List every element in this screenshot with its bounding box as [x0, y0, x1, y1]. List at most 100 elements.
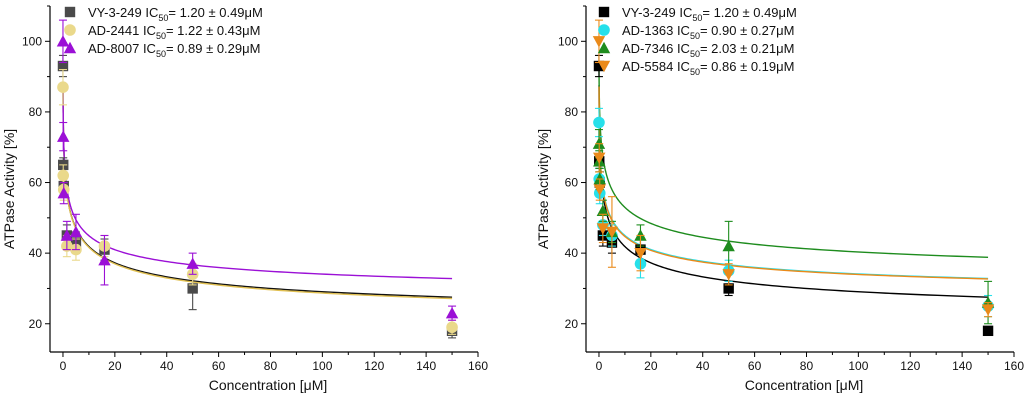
legend-ic-label: IC — [677, 23, 690, 38]
legend-series-name: AD-2441 — [88, 23, 139, 38]
legend-ic-label: IC — [145, 5, 158, 20]
data-point-vy-3-249 — [187, 283, 198, 294]
legend-label: AD-2441 IC50= 1.22 ± 0.43μM — [88, 23, 260, 41]
legend-ic-label: IC — [677, 59, 690, 74]
data-point-vy-3-249 — [593, 60, 605, 72]
y-tick-label: 40 — [565, 246, 579, 260]
data-point-ad-8007 — [445, 306, 459, 319]
fit-curve-ad-2441 — [62, 85, 453, 300]
y-tick-label: 40 — [29, 246, 43, 260]
fit-curve-ad-8007 — [62, 86, 453, 280]
legend-ic50-value: = 0.86 ± 0.19μM — [700, 59, 795, 74]
data-point-ad-8007 — [98, 254, 111, 266]
x-tick-label: 100 — [312, 359, 332, 373]
x-tick-label: 160 — [1004, 359, 1024, 373]
data-point-ad-8007 — [60, 229, 74, 241]
legend-label: AD-8007 IC50= 0.89 ± 0.29μM — [88, 41, 260, 59]
chart-left: 0 20 40 60 80 100 120 140 160 20 40 60 80 100 Concentr… — [1, 5, 488, 393]
legend-label: AD-1363 IC50= 0.90 ± 0.27μM — [622, 23, 794, 41]
fit-curve-ad-1363 — [598, 85, 989, 280]
data-point-ad-7346 — [722, 239, 735, 252]
y-tick-label: 20 — [29, 317, 43, 331]
data-point-ad-5584 — [593, 184, 606, 196]
x-tick-label: 140 — [952, 359, 972, 373]
legend-marker-ad-2441 — [64, 24, 76, 36]
data-point-ad-1363 — [593, 116, 605, 129]
y-tick-label: 80 — [565, 105, 579, 119]
y-tick-label: 60 — [29, 176, 43, 190]
legend-ic-subscript: 50 — [692, 13, 702, 23]
legend-ic-label: IC — [143, 23, 156, 38]
data-point-ad-5584 — [605, 226, 619, 239]
y-tick-label: 20 — [565, 317, 579, 331]
data-point-vy-3-249 — [723, 283, 734, 294]
data-point-ad-2441 — [57, 169, 70, 182]
data-point-ad-5584 — [593, 152, 606, 165]
x-tick-label: 40 — [160, 359, 174, 373]
y-axis-title: ATPase Activity [%] — [535, 129, 551, 249]
x-tick-label: 20 — [108, 359, 122, 373]
legend-ic-subscript: 50 — [156, 49, 166, 59]
legend-marker-ad-5584 — [597, 60, 611, 73]
y-axis-title: ATPase Activity [%] — [1, 129, 17, 249]
legend-ic50-value: = 1.22 ± 0.43μM — [166, 23, 261, 38]
y-tick-label: 60 — [565, 176, 579, 190]
legend-series-name: VY-3-249 — [622, 5, 676, 20]
x-axis-title: Concentration [μM] — [209, 377, 328, 393]
legend-marker-vy-3-249 — [64, 6, 76, 18]
legend-ic-label: IC — [679, 5, 692, 20]
legend-ic50-value: = 0.90 ± 0.27μM — [700, 23, 795, 38]
x-tick-label: 40 — [696, 359, 710, 373]
legend-ic50-value: = 1.20 ± 0.49μM — [702, 5, 797, 20]
legend-label: VY-3-249 IC50= 1.20 ± 0.49μM — [88, 5, 263, 23]
legend-series-name: VY-3-249 — [88, 5, 142, 20]
y-tick-label: 100 — [22, 34, 42, 48]
legend-marker-vy-3-249 — [598, 6, 610, 18]
data-point-ad-5584 — [596, 223, 610, 235]
data-point-ad-5584 — [722, 269, 735, 281]
legend-marker-ad-7346 — [597, 41, 611, 54]
data-point-ad-2441 — [446, 321, 458, 334]
x-tick-label: 140 — [416, 359, 436, 373]
x-tick-label: 0 — [596, 359, 603, 373]
x-tick-label: 160 — [468, 359, 488, 373]
x-tick-label: 20 — [644, 359, 658, 373]
data-point-ad-5584 — [981, 304, 995, 316]
legend-series-name: AD-1363 — [622, 23, 673, 38]
x-axis-title: Concentration [μM] — [745, 377, 864, 393]
legend-label: VY-3-249 IC50= 1.20 ± 0.49μM — [622, 5, 797, 23]
legend-ic-subscript: 50 — [156, 31, 166, 41]
x-tick-label: 60 — [748, 359, 762, 373]
legend-series-name: AD-5584 — [622, 59, 673, 74]
data-point-ad-2441 — [57, 81, 69, 94]
legend-series-name: AD-8007 — [88, 41, 139, 56]
legend-marker-ad-8007 — [63, 41, 77, 54]
y-tick-label: 100 — [558, 34, 578, 48]
legend-ic-subscript: 50 — [158, 13, 168, 23]
legend-ic50-value: = 1.20 ± 0.49μM — [168, 5, 263, 20]
legend-ic-subscript: 50 — [690, 49, 700, 59]
legend-ic-subscript: 50 — [690, 31, 700, 41]
legend-label: AD-5584 IC50= 0.86 ± 0.19μM — [622, 59, 794, 77]
data-point-ad-5584 — [634, 247, 647, 260]
x-tick-label: 80 — [800, 359, 814, 373]
legend-ic-subscript: 50 — [690, 67, 700, 77]
data-point-vy-3-249 — [57, 60, 69, 72]
fit-curve-ad-7346 — [598, 68, 989, 258]
data-point-ad-8007 — [69, 225, 83, 238]
legend-ic50-value: = 2.03 ± 0.21μM — [700, 41, 795, 56]
fit-curve-vy-3-249 — [62, 85, 453, 298]
data-point-vy-3-249 — [982, 325, 994, 337]
legend-ic-label: IC — [143, 41, 156, 56]
x-tick-label: 80 — [264, 359, 278, 373]
x-tick-label: 100 — [848, 359, 868, 373]
data-point-ad-8007 — [186, 257, 199, 269]
data-point-ad-8007 — [56, 35, 70, 47]
y-tick-label: 80 — [29, 105, 43, 119]
legend-label: AD-7346 IC50= 2.03 ± 0.21μM — [622, 41, 794, 59]
x-tick-label: 120 — [900, 359, 920, 373]
fit-curve-vy-3-249 — [598, 85, 989, 298]
x-tick-label: 120 — [364, 359, 384, 373]
data-point-ad-7346 — [596, 204, 610, 216]
